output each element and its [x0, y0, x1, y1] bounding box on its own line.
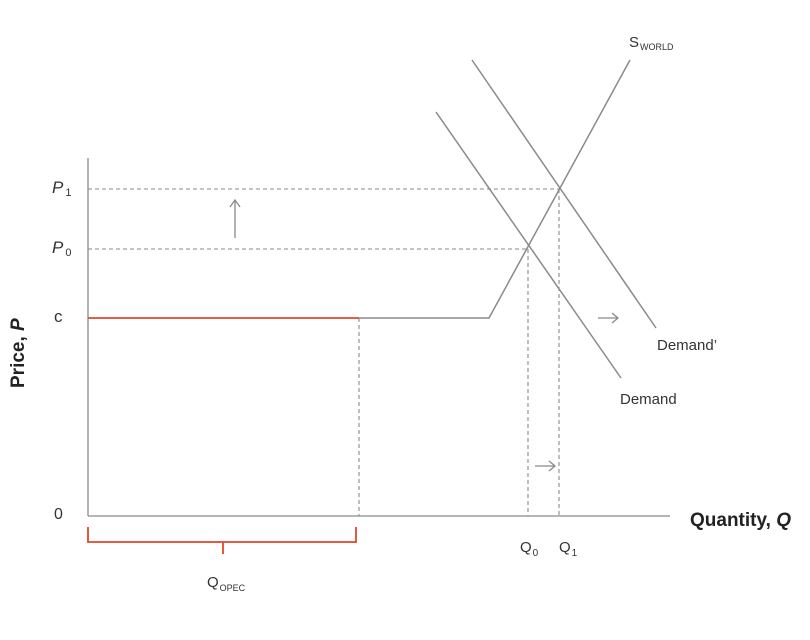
qopec-letter: Q	[207, 574, 219, 591]
supply-subscript: WORLD	[640, 42, 674, 52]
p0-subscript: 0	[65, 247, 71, 259]
demand-shifted-curve	[471, 59, 657, 329]
supply-letter: S	[629, 34, 639, 51]
q1-label: Q1	[559, 539, 578, 559]
y-axis-title-main: Price,	[8, 331, 29, 388]
demand-shift-arrow	[598, 312, 620, 324]
c-label: c	[54, 307, 63, 326]
x-axis-title-main: Quantity,	[690, 510, 776, 531]
demand-label: Demand	[620, 391, 677, 408]
origin-label: 0	[54, 506, 63, 523]
y-axis-title: Price, P	[8, 318, 29, 388]
p1-letter: P	[52, 178, 64, 197]
p0-letter: P	[52, 238, 64, 257]
demand-shifted-label: Demand’	[657, 337, 717, 354]
qopec-label: QOPEC	[207, 574, 246, 593]
x-axis-title-symbol: Q	[776, 510, 791, 531]
q0-label: Q0	[520, 539, 539, 559]
demand-curve	[435, 111, 622, 379]
p1-subscript: 1	[65, 187, 71, 199]
qopec-subscript: OPEC	[220, 583, 246, 593]
q0-letter: Q	[520, 539, 532, 556]
world-supply-curve	[359, 59, 631, 319]
q0-subscript: 0	[533, 548, 539, 559]
price-increase-arrow	[229, 198, 241, 238]
quantity-increase-arrow	[535, 460, 557, 472]
x-axis-title: Quantity, Q	[690, 510, 791, 531]
supply-label: SWORLD	[629, 34, 674, 52]
qopec-bracket	[87, 527, 357, 543]
q1-letter: Q	[559, 539, 571, 556]
q1-subscript: 1	[572, 548, 578, 559]
y-axis-title-symbol: P	[8, 318, 29, 331]
